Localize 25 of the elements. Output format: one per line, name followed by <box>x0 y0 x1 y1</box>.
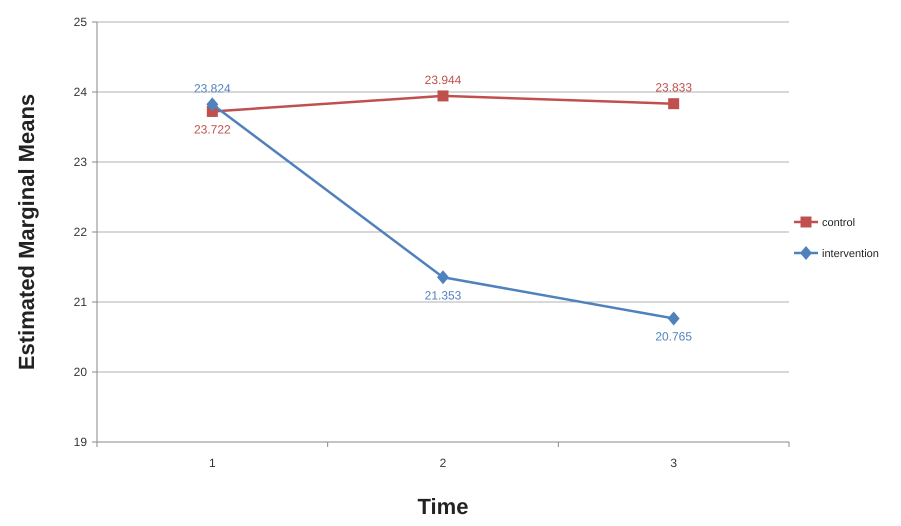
point <box>668 311 680 326</box>
x-tick-label: 1 <box>208 456 216 470</box>
point <box>668 98 680 110</box>
data-label: 21.353 <box>424 288 462 302</box>
y-tick-label: 25 <box>74 15 88 29</box>
y-tick-label: 24 <box>74 85 88 99</box>
x-tick-label: 2 <box>440 456 447 470</box>
point <box>438 90 448 102</box>
data-label: 23.833 <box>655 80 692 95</box>
y-tick-label: 23 <box>74 155 88 169</box>
y-axis-title: Estimated Marginal Means <box>14 94 39 370</box>
y-tick-label: 20 <box>74 365 88 379</box>
y-tick-label: 21 <box>74 295 88 309</box>
legend-label: control <box>822 217 856 229</box>
data-label: 23.824 <box>194 81 232 96</box>
point <box>206 97 218 112</box>
point <box>437 270 449 284</box>
data-label: 23.944 <box>424 72 462 87</box>
data-label: 23.722 <box>194 122 232 136</box>
y-tick-label: 22 <box>74 225 88 239</box>
y-tick-label: 19 <box>74 435 88 449</box>
data-label: 20.765 <box>655 329 692 344</box>
x-tick-label: 3 <box>670 456 678 470</box>
legend-label: intervention <box>822 248 879 260</box>
x-axis-title: Time <box>418 494 468 519</box>
